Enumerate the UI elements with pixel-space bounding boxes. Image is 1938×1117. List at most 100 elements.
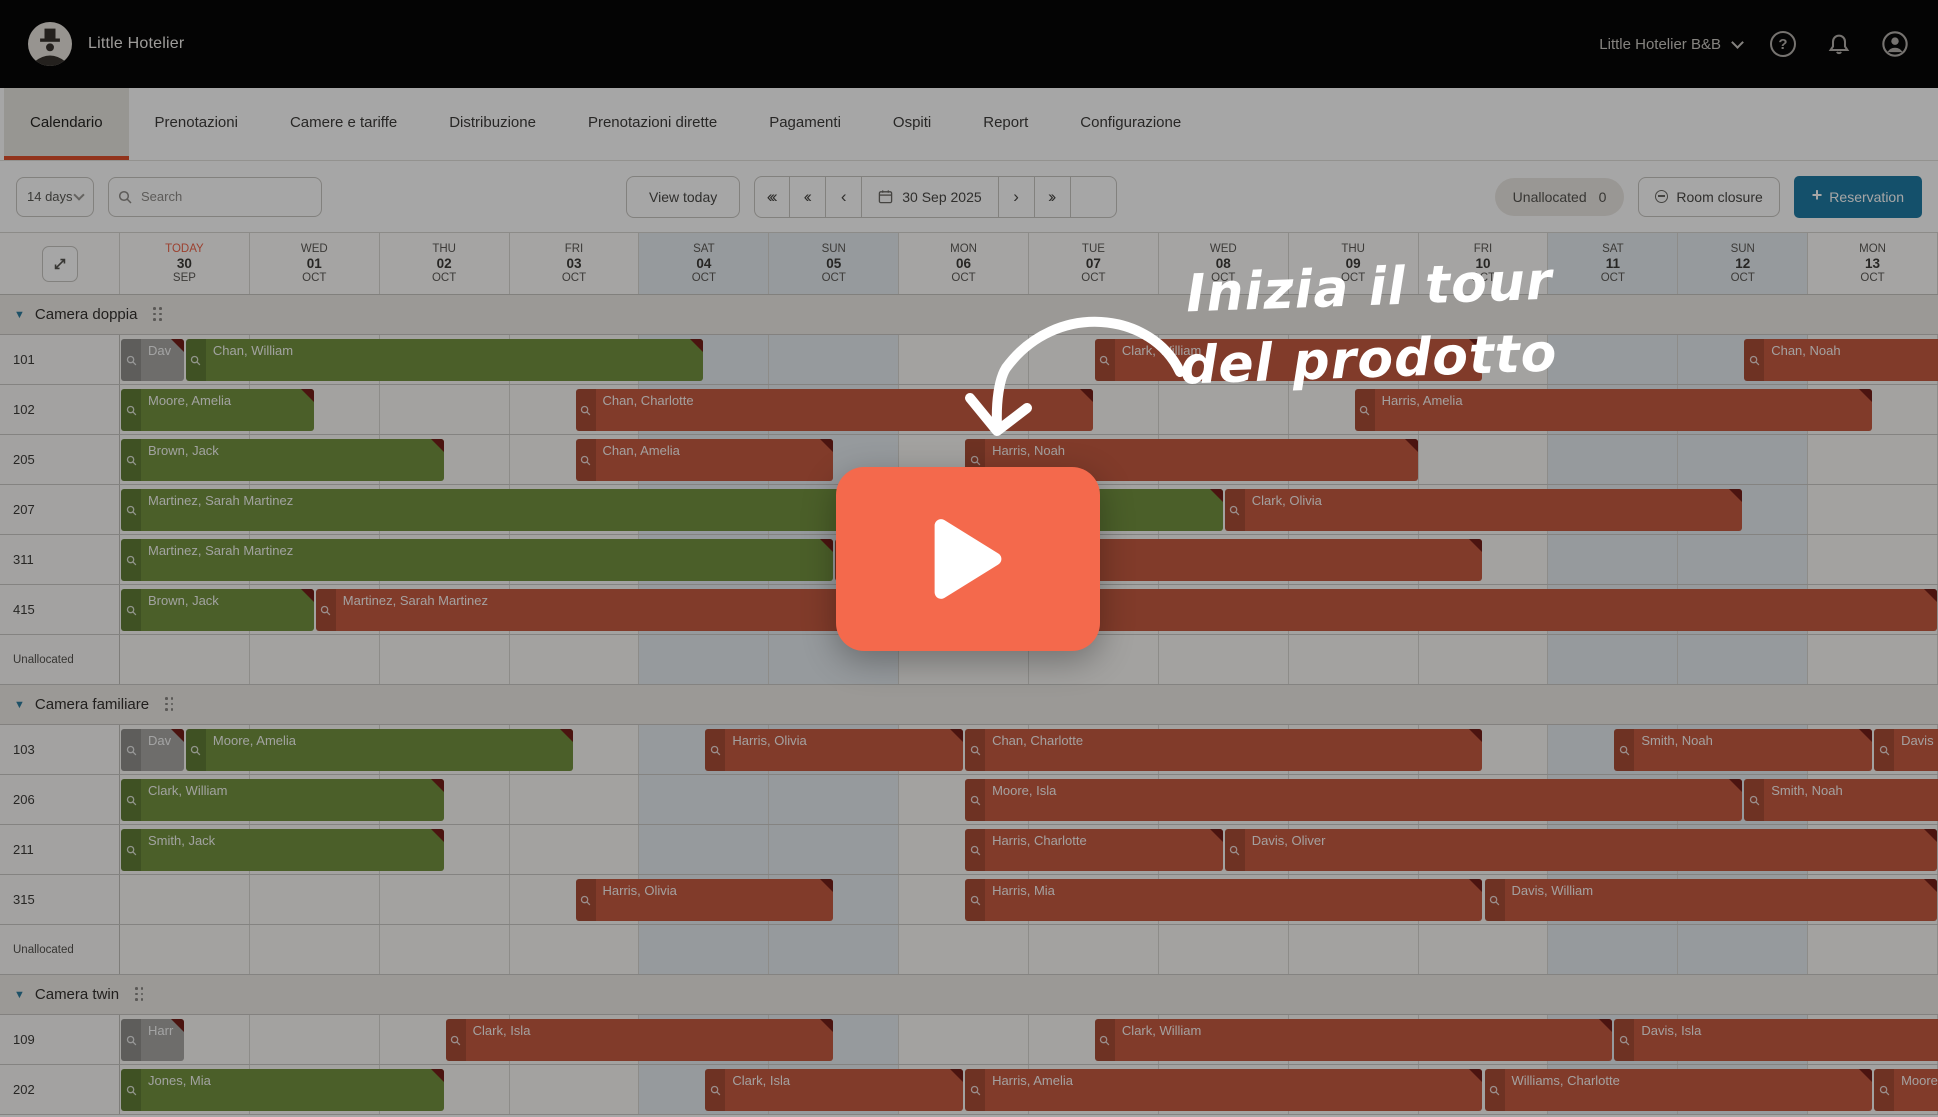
reservation-bar[interactable]: Smith, Noah: [1744, 779, 1938, 821]
reservation-bar[interactable]: Moore, Amelia: [185, 729, 574, 771]
calendar-cell[interactable]: [250, 635, 380, 684]
calendar-cell[interactable]: [1159, 385, 1289, 434]
reservation-bar[interactable]: Davis, Isla: [1614, 1019, 1938, 1061]
calendar-cell[interactable]: [380, 875, 510, 924]
reservation-bar[interactable]: Clark, William: [1094, 1019, 1613, 1061]
unallocated-counter[interactable]: Unallocated 0: [1494, 177, 1625, 216]
reservation-bar[interactable]: Clark, Isla: [445, 1019, 834, 1061]
reservation-bar[interactable]: Smith, Jack: [121, 829, 444, 871]
tab-report[interactable]: Report: [983, 113, 1029, 131]
calendar-cell[interactable]: [1678, 635, 1809, 684]
calendar-cell[interactable]: [1548, 435, 1679, 484]
calendar-cell[interactable]: [769, 335, 900, 384]
nav-next-1[interactable]: ›: [998, 175, 1035, 218]
reservation-bar[interactable]: Williams, Charlotte: [1484, 1069, 1873, 1111]
calendar-cell[interactable]: [1419, 725, 1549, 774]
calendar-cell[interactable]: [1419, 535, 1549, 584]
calendar-cell[interactable]: [250, 1015, 380, 1064]
reservation-bar[interactable]: Clark, William: [121, 779, 444, 821]
drag-handle-icon[interactable]: [165, 697, 175, 712]
calendar-cell[interactable]: [510, 825, 640, 874]
reservation-bar[interactable]: Smith, Noah: [1614, 729, 1873, 771]
calendar-cell[interactable]: [380, 925, 510, 974]
tab-calendario[interactable]: Calendario: [4, 88, 129, 160]
calendar-cell[interactable]: [1548, 335, 1679, 384]
calendar-cell[interactable]: [380, 825, 510, 874]
reservation-bar[interactable]: Jones, Mia: [121, 1069, 444, 1111]
reservation-bar[interactable]: Harris, Amelia: [965, 1069, 1483, 1111]
reservation-bar[interactable]: Martinez, Sarah Martinez: [121, 539, 834, 581]
calendar-cell[interactable]: [769, 925, 900, 974]
calendar-cell[interactable]: [1419, 635, 1549, 684]
reservation-bar[interactable]: Davis: [1874, 729, 1938, 771]
tab-prenotazioni[interactable]: Prenotazioni: [154, 113, 238, 131]
calendar-cell[interactable]: [380, 635, 510, 684]
calendar-cell[interactable]: [1289, 635, 1419, 684]
tab-configurazione[interactable]: Configurazione: [1080, 113, 1182, 131]
calendar-cell[interactable]: [380, 435, 510, 484]
tab-prenotazioni-dirette[interactable]: Prenotazioni dirette: [587, 113, 718, 131]
calendar-cell[interactable]: [120, 1015, 250, 1064]
calendar-cell[interactable]: [250, 385, 380, 434]
reservation-bar[interactable]: Dav: [121, 339, 184, 381]
calendar-cell[interactable]: [1029, 635, 1159, 684]
tab-ospiti[interactable]: Ospiti: [892, 113, 932, 131]
calendar-cell[interactable]: [769, 775, 900, 824]
notifications-button[interactable]: [1824, 29, 1854, 59]
calendar-cell[interactable]: [120, 635, 250, 684]
calendar-cell[interactable]: [1289, 925, 1419, 974]
reservation-bar[interactable]: Moore, Isla: [965, 779, 1743, 821]
calendar-cell[interactable]: [899, 635, 1029, 684]
reservation-bar[interactable]: Harr: [121, 1019, 184, 1061]
calendar-cell[interactable]: [639, 775, 770, 824]
nav-next-2[interactable]: ››: [1034, 175, 1071, 218]
calendar-cell[interactable]: [510, 1065, 640, 1114]
reservation-bar[interactable]: Harris, Olivia: [705, 729, 964, 771]
calendar-cell[interactable]: [639, 825, 770, 874]
calendar-cell[interactable]: [510, 725, 640, 774]
reservation-bar[interactable]: Harris, Amelia: [1354, 389, 1873, 431]
reservation-bar[interactable]: Harris, Mia: [965, 879, 1483, 921]
reservation-bar[interactable]: Clark, Isla: [705, 1069, 964, 1111]
calendar-cell[interactable]: [1548, 925, 1679, 974]
view-today-button[interactable]: View today: [626, 175, 741, 218]
room-closure-button[interactable]: Room closure: [1638, 176, 1780, 217]
property-selector[interactable]: Little Hotelier B&B: [1599, 36, 1744, 53]
calendar-cell[interactable]: [1029, 925, 1159, 974]
collapse-all-button[interactable]: [41, 245, 78, 282]
reservation-bar[interactable]: Davis, William: [1484, 879, 1937, 921]
tab-pagamenti[interactable]: Pagamenti: [769, 113, 841, 131]
calendar-cell[interactable]: [1159, 925, 1289, 974]
add-reservation-button[interactable]: + Reservation: [1793, 175, 1922, 218]
date-picker-button[interactable]: 30 Sep 2025: [862, 175, 999, 218]
calendar-cell[interactable]: [1678, 535, 1809, 584]
calendar-cell[interactable]: [1419, 435, 1549, 484]
help-button[interactable]: ?: [1768, 29, 1798, 59]
calendar-cell[interactable]: [899, 1015, 1029, 1064]
nav-prev-1[interactable]: ‹: [826, 175, 863, 218]
calendar-cell[interactable]: [1548, 635, 1679, 684]
reservation-bar[interactable]: Chan, William: [185, 339, 704, 381]
calendar-cell[interactable]: [120, 925, 250, 974]
reservation-bar[interactable]: Martinez, Sarah Martinez: [315, 589, 1937, 631]
reservation-bar[interactable]: Harris, Charlotte: [965, 829, 1223, 871]
calendar-cell[interactable]: [769, 825, 900, 874]
calendar-cell[interactable]: [1419, 335, 1549, 384]
nav-prev-2[interactable]: ‹‹: [790, 175, 827, 218]
reservation-bar[interactable]: Moore: [1874, 1069, 1938, 1111]
reservation-bar[interactable]: Brown, Jack: [121, 439, 444, 481]
calendar-cell[interactable]: [1548, 535, 1679, 584]
reservation-bar[interactable]: Chan, Noah: [1744, 339, 1938, 381]
caret-down-icon[interactable]: ▼: [14, 308, 25, 321]
calendar-cell[interactable]: [1678, 925, 1809, 974]
drag-handle-icon[interactable]: [135, 987, 145, 1002]
calendar-cell[interactable]: [510, 635, 640, 684]
reservation-bar[interactable]: Chan, Amelia: [575, 439, 834, 481]
calendar-cell[interactable]: [639, 925, 770, 974]
tab-camere-e-tariffe[interactable]: Camere e tariffe: [289, 113, 398, 131]
reservation-bar[interactable]: Davis, Oliver: [1224, 829, 1937, 871]
calendar-cell[interactable]: [510, 925, 640, 974]
calendar-cell[interactable]: [1678, 435, 1809, 484]
reservation-bar[interactable]: Brown, Jack: [121, 589, 314, 631]
caret-down-icon[interactable]: ▼: [14, 988, 25, 1001]
